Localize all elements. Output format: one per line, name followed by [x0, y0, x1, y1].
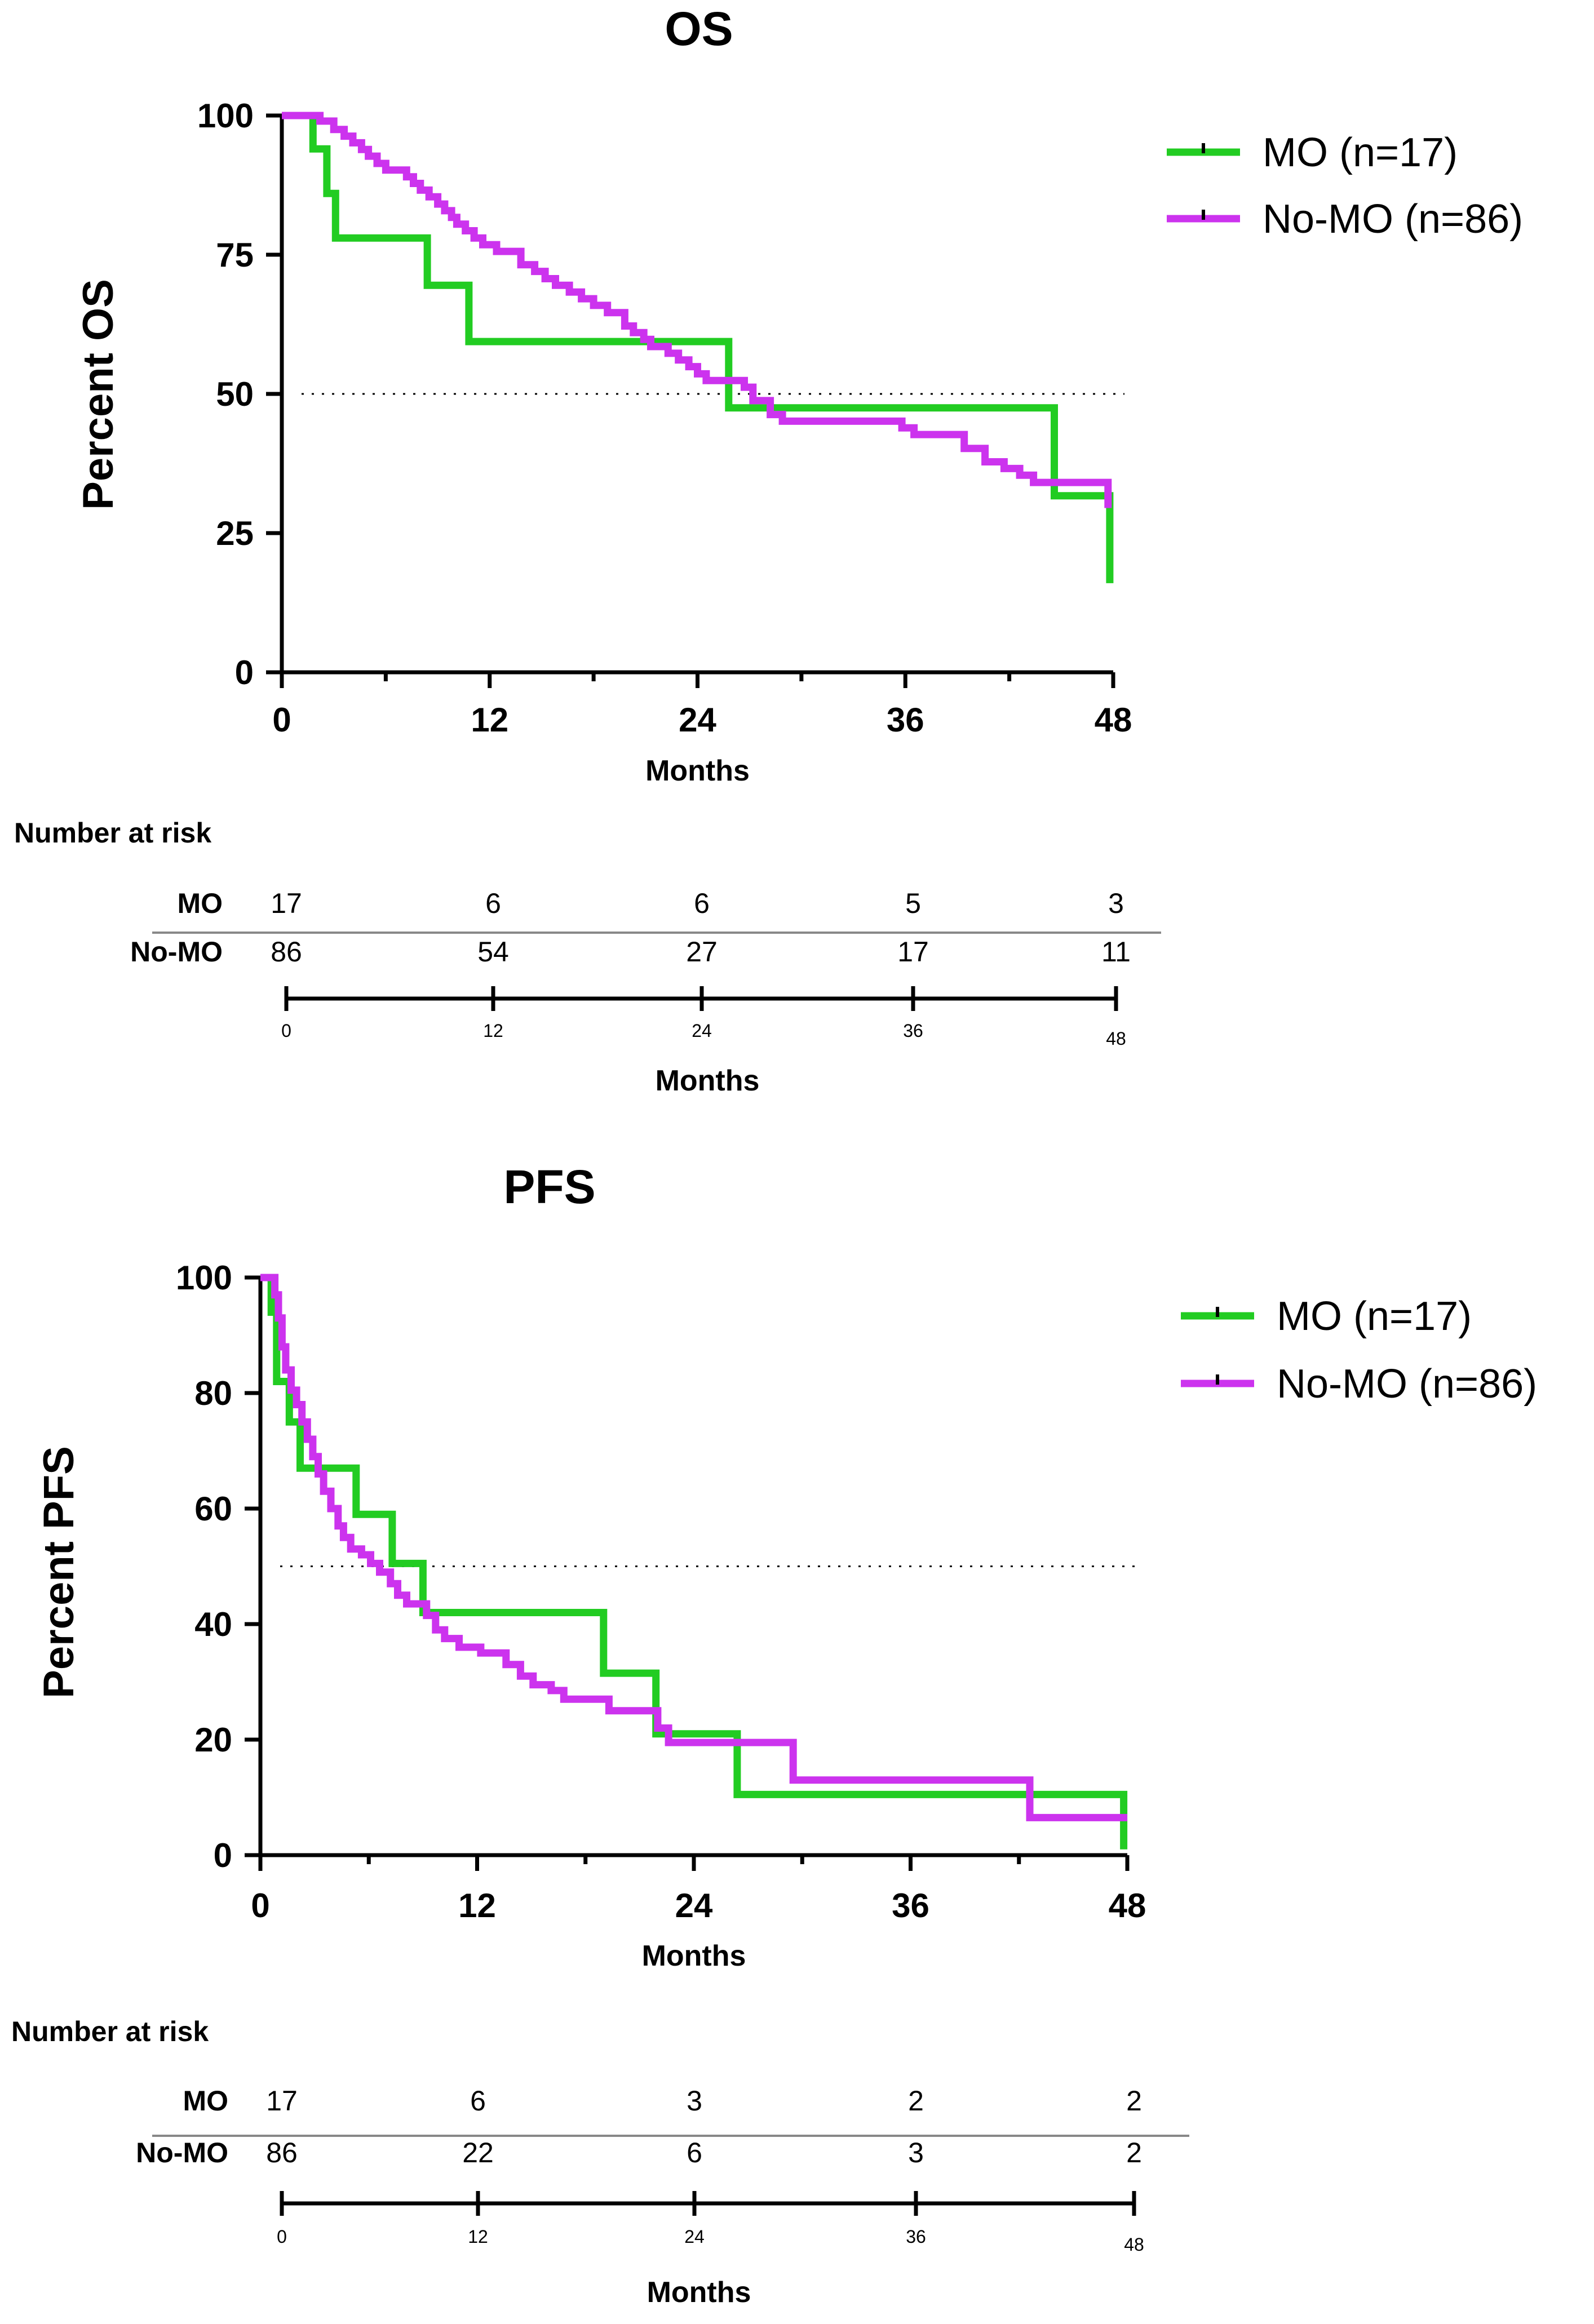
risk-table-heading: Number at risk [11, 2016, 209, 2047]
x-tick-label: 24 [675, 1887, 713, 1924]
risk-count: 86 [271, 936, 302, 968]
risk-count: 3 [687, 2085, 702, 2117]
risk-count: 2 [1126, 2137, 1142, 2168]
risk-table-heading: Number at risk [14, 817, 211, 849]
y-tick-label: 20 [194, 1721, 232, 1759]
risk-axis-tick-label: 36 [903, 1021, 923, 1041]
risk-axis-label: Months [656, 1065, 760, 1097]
y-tick-label: 100 [176, 1259, 232, 1297]
risk-count: 22 [462, 2137, 494, 2168]
risk-axis-tick-label: 12 [483, 1021, 503, 1041]
y-tick-label: 40 [194, 1605, 232, 1643]
x-axis-label: Months [645, 755, 750, 787]
x-tick-label: 0 [251, 1887, 269, 1924]
risk-count: 17 [271, 888, 302, 919]
y-axis-label: Percent PFS [35, 1446, 83, 1698]
risk-count: 5 [905, 888, 921, 919]
x-tick-label: 12 [458, 1887, 496, 1924]
risk-count: 2 [908, 2085, 924, 2117]
y-axis-label: Percent OS [74, 279, 122, 510]
risk-count: 17 [266, 2085, 298, 2117]
legend-entry: No-MO (n=86) [1263, 197, 1523, 242]
risk-axis-label: Months [647, 2276, 751, 2309]
risk-row-label: MO [177, 888, 223, 919]
chart-title: OS [665, 2, 733, 55]
risk-count: 6 [694, 888, 710, 919]
x-tick-label: 36 [887, 701, 924, 739]
y-tick-label: 75 [216, 236, 254, 274]
risk-count: 3 [1108, 888, 1124, 919]
risk-count: 6 [485, 888, 501, 919]
risk-count: 17 [897, 936, 929, 968]
risk-row-label: MO [183, 2085, 228, 2117]
risk-count: 3 [908, 2137, 924, 2168]
risk-count: 54 [477, 936, 509, 968]
risk-axis-tick-label: 12 [468, 2227, 488, 2247]
risk-count: 6 [687, 2137, 702, 2168]
y-tick-label: 80 [194, 1374, 232, 1412]
legend-entry: No-MO (n=86) [1277, 1361, 1537, 1407]
risk-count: 86 [266, 2137, 298, 2168]
risk-axis-tick-label: 24 [692, 1021, 712, 1041]
risk-axis-tick-label: 48 [1124, 2234, 1144, 2255]
risk-axis-tick-label: 36 [906, 2227, 926, 2247]
km-curve-no-mo [282, 112, 1112, 508]
x-tick-label: 48 [1095, 701, 1132, 739]
risk-count: 11 [1101, 936, 1131, 968]
legend-entry: MO (n=17) [1277, 1294, 1472, 1339]
risk-count: 6 [470, 2085, 486, 2117]
risk-count: 2 [1126, 2085, 1142, 2117]
y-tick-label: 50 [216, 375, 254, 413]
risk-axis-tick-label: 24 [684, 2227, 705, 2247]
y-tick-label: 0 [214, 1837, 232, 1874]
x-tick-label: 0 [272, 701, 291, 739]
km-curve-no-mo [260, 1274, 1127, 1821]
x-tick-label: 36 [892, 1887, 929, 1924]
risk-axis-tick-label: 48 [1106, 1028, 1126, 1049]
risk-axis-tick-label: 0 [277, 2227, 287, 2247]
y-tick-label: 60 [194, 1490, 232, 1528]
risk-row-label: No-MO [136, 2137, 228, 2168]
km-curve-mo [282, 112, 1114, 583]
y-tick-label: 25 [216, 515, 254, 552]
x-axis-label: Months [642, 1940, 746, 1972]
risk-axis-tick-label: 0 [281, 1021, 291, 1041]
legend-entry: MO (n=17) [1263, 130, 1458, 175]
x-tick-label: 48 [1109, 1887, 1146, 1924]
x-tick-label: 24 [679, 701, 716, 739]
risk-row-label: No-MO [130, 936, 223, 968]
y-tick-label: 0 [235, 654, 254, 691]
km-curve-mo [260, 1274, 1128, 1850]
x-tick-label: 12 [471, 701, 508, 739]
chart-title: PFS [503, 1160, 595, 1213]
y-tick-label: 100 [197, 97, 254, 135]
risk-count: 27 [686, 936, 718, 968]
